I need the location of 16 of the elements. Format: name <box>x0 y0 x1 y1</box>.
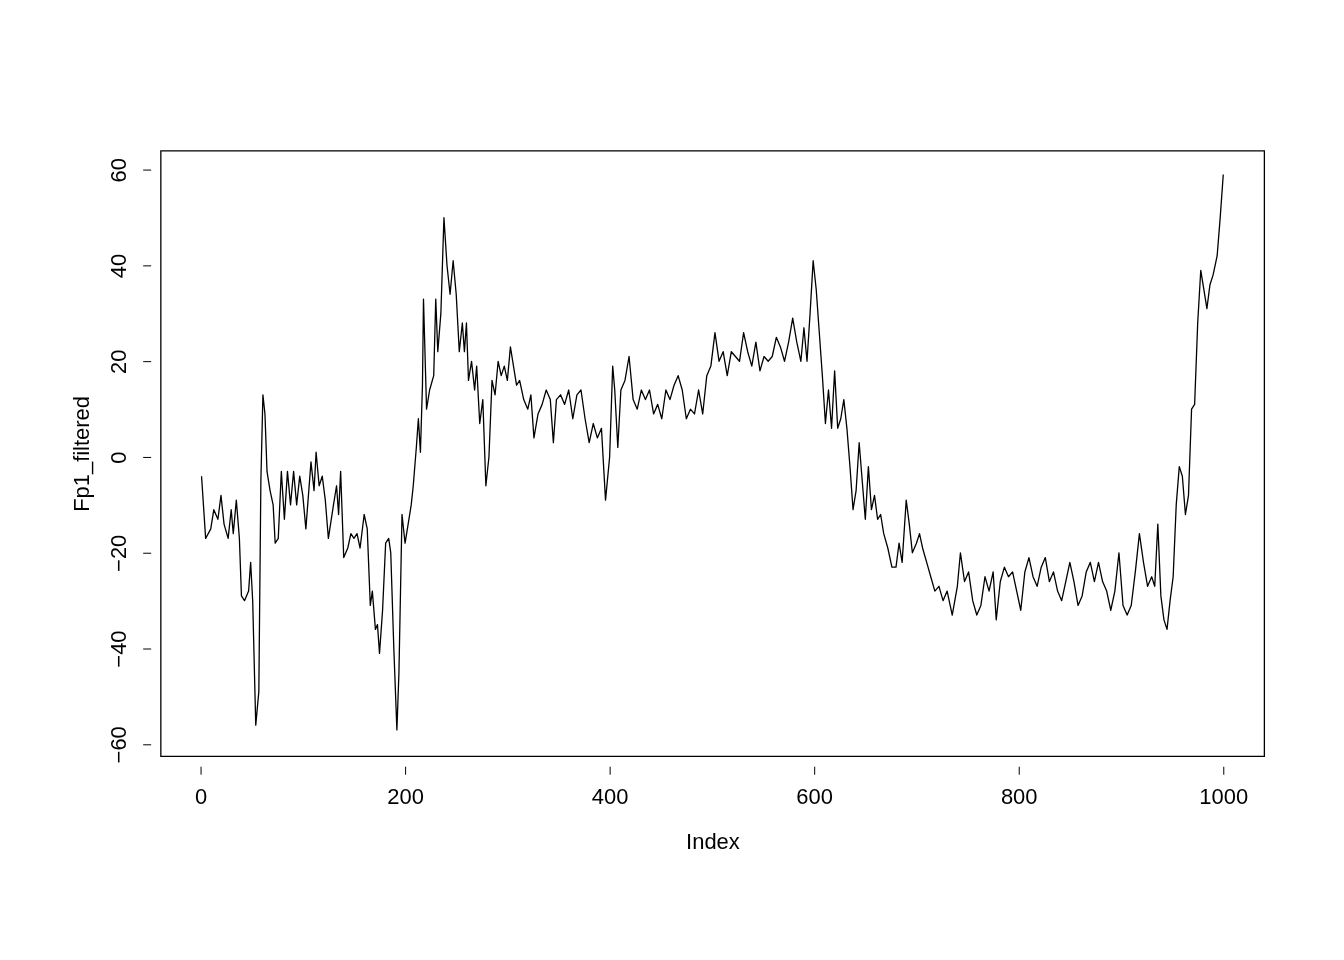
x-tick-label: 1000 <box>1199 783 1249 809</box>
x-tick-label: 400 <box>591 783 629 809</box>
y-tick-label: 0 <box>106 451 132 464</box>
x-tick-label: 800 <box>1000 783 1038 809</box>
y-tick-label: −60 <box>106 726 132 764</box>
line-series <box>200 173 1224 731</box>
y-tick-label: 60 <box>106 158 132 183</box>
x-tick-label: 200 <box>387 783 424 809</box>
y-axis-title: Fp1_filtered <box>69 396 95 512</box>
y-tick-label: 40 <box>106 253 132 279</box>
x-tick-label: 600 <box>796 783 833 809</box>
x-tick-label: 0 <box>194 783 208 809</box>
y-tick-label: −20 <box>106 534 132 572</box>
x-axis-title: Index <box>686 828 740 854</box>
y-tick-label: 20 <box>106 349 132 374</box>
y-tick-label: −40 <box>106 630 132 668</box>
